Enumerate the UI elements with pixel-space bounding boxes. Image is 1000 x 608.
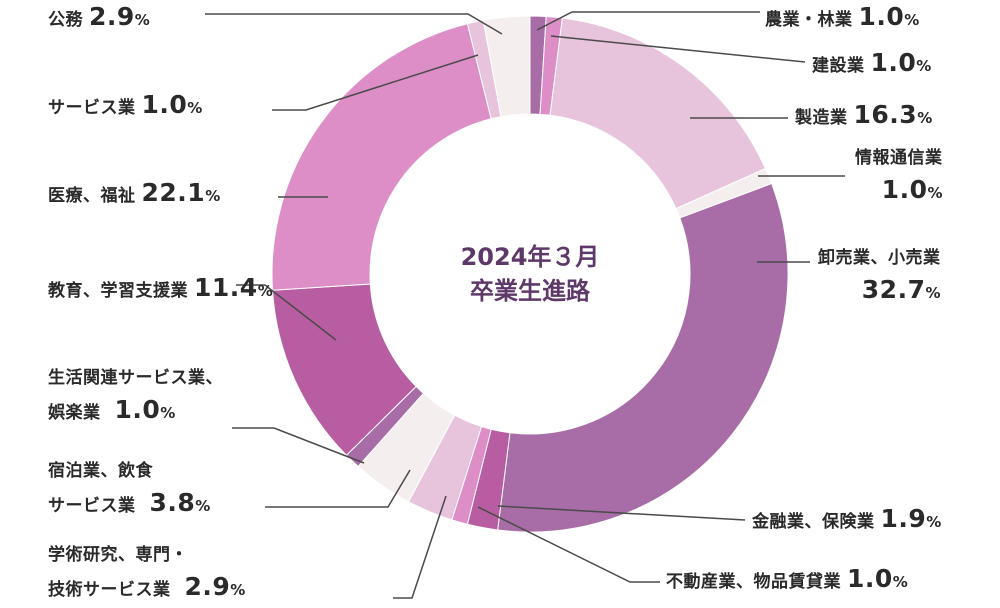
slice-value-13: 2.9%	[89, 2, 150, 31]
slice-value-12: 1.0%	[141, 90, 203, 119]
slice-name-6: 不動産業、物品賃貸業	[666, 572, 841, 592]
slice-label-0: 農業・林業 1.0%	[765, 4, 919, 29]
leader-line-5	[497, 505, 746, 521]
leader-line-12	[272, 54, 479, 111]
slice-label-10: 教育、学習支援業 11.4%	[48, 275, 273, 300]
slice-value-0: 1.0%	[858, 2, 920, 31]
leader-line-8	[265, 469, 411, 508]
slice-name-5: 金融業、保険業	[752, 512, 875, 532]
slice-value-7: 2.9%	[184, 572, 246, 601]
slice-name-1: 建設業	[812, 56, 865, 76]
slice-value-10: 11.4%	[194, 273, 273, 302]
slice-name-13: 公務	[48, 10, 83, 30]
slice-4	[497, 182, 789, 533]
slice-name-9-line1: 生活関連サービス業、	[48, 368, 223, 388]
slice-name-7-line1: 学術研究、専門・	[48, 545, 188, 565]
slice-name-0: 農業・林業	[765, 10, 853, 30]
slice-11	[271, 23, 492, 291]
slice-value-3: 1.0%	[881, 175, 943, 204]
slice-value-1: 1.0%	[870, 48, 932, 77]
slice-name-11: 医療、福祉	[48, 186, 136, 206]
leader-line-6	[477, 506, 660, 583]
slice-label-3: 情報通信業 1.0%	[855, 148, 943, 204]
slice-label-6: 不動産業、物品賃貸業 1.0%	[666, 566, 908, 591]
slice-name-2: 製造業	[795, 108, 848, 128]
slice-name-7-line2: 技術サービス業	[48, 580, 171, 600]
donut-slices	[271, 15, 789, 533]
slice-value-9: 1.0%	[114, 395, 176, 424]
leader-line-13	[205, 13, 503, 35]
slice-value-4: 32.7%	[861, 275, 941, 304]
slice-name-12: サービス業	[48, 98, 136, 118]
slice-value-5: 1.9%	[880, 504, 942, 533]
slice-label-2: 製造業 16.3%	[795, 102, 932, 127]
slice-value-6: 1.0%	[847, 564, 908, 593]
slice-label-8: 宿泊業、飲食 サービス業 3.8%	[48, 461, 211, 517]
slice-label-9: 生活関連サービス業、 娯楽業 1.0%	[48, 368, 223, 424]
slice-value-2: 16.3%	[853, 100, 933, 129]
slice-label-1: 建設業 1.0%	[812, 50, 931, 75]
slice-label-4: 卸売業、小売業 32.7%	[818, 248, 941, 304]
slice-value-11: 22.1%	[141, 178, 221, 207]
chart-title: 2024年３月 卒業生進路	[420, 240, 640, 308]
slice-label-11: 医療、福祉 22.1%	[48, 180, 220, 205]
slice-name-9-line2: 娯楽業	[48, 403, 101, 423]
slice-name-8-line2: サービス業	[48, 496, 136, 516]
chart-title-line2: 卒業生進路	[470, 277, 590, 305]
leader-line-0	[536, 11, 760, 31]
slice-label-13: 公務 2.9%	[48, 4, 150, 29]
leader-lines	[205, 11, 845, 599]
leader-line-1	[550, 35, 806, 63]
leader-line-10	[236, 284, 337, 341]
leader-line-7	[393, 495, 447, 599]
slice-label-7: 学術研究、専門・ 技術サービス業 2.9%	[48, 545, 246, 601]
slice-13	[482, 15, 531, 118]
slice-label-5: 金融業、保険業 1.9%	[752, 506, 941, 531]
slice-name-4: 卸売業、小売業	[818, 248, 941, 268]
slice-name-3: 情報通信業	[855, 148, 943, 168]
slice-name-8-line1: 宿泊業、飲食	[48, 461, 153, 481]
slice-value-8: 3.8%	[149, 488, 211, 517]
chart-title-line1: 2024年３月	[460, 243, 600, 271]
slice-label-12: サービス業 1.0%	[48, 92, 202, 117]
slice-name-10: 教育、学習支援業	[48, 281, 188, 301]
leader-line-9	[232, 427, 365, 464]
